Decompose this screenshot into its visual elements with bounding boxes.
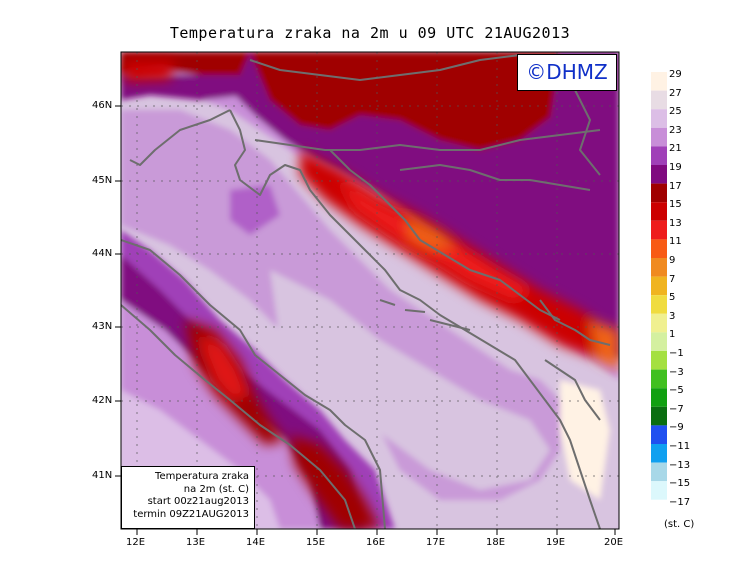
lon-label-16e: 16E bbox=[366, 537, 386, 548]
legend-swatch bbox=[651, 444, 667, 463]
legend-label: 21 bbox=[669, 143, 682, 155]
legend-label: 27 bbox=[669, 87, 682, 99]
legend-swatch bbox=[651, 72, 667, 91]
legend-swatch bbox=[651, 127, 667, 147]
legend-label: 17 bbox=[669, 180, 682, 192]
lat-label-43n: 43N bbox=[92, 321, 113, 332]
legend-label: −5 bbox=[669, 385, 684, 397]
legend-label: 15 bbox=[669, 199, 682, 211]
lon-label-18e: 18E bbox=[486, 537, 506, 548]
legend-label: 19 bbox=[669, 162, 682, 173]
legend-swatch bbox=[651, 351, 667, 370]
coastlines-borders bbox=[121, 54, 611, 529]
map-title: Temperatura zraka na 2m u 09 UTC 21AUG20… bbox=[169, 24, 571, 42]
legend-swatch bbox=[651, 313, 667, 333]
legend-label: −9 bbox=[669, 422, 684, 434]
legend-swatch bbox=[651, 425, 667, 444]
lat-label-45n: 45N bbox=[92, 175, 113, 186]
legend-colorbar bbox=[651, 72, 667, 519]
info-line-1: Temperatura zraka bbox=[155, 471, 249, 482]
lon-label-20e: 20E bbox=[604, 537, 624, 548]
legend-label: 5 bbox=[669, 292, 676, 304]
legend-swatch bbox=[651, 276, 667, 296]
legend-swatch bbox=[651, 406, 667, 426]
lon-label-15e: 15E bbox=[306, 537, 326, 548]
legend-swatch bbox=[651, 109, 667, 128]
legend-label: 3 bbox=[669, 310, 676, 322]
lat-label-42n: 42N bbox=[92, 395, 113, 406]
legend-label: −11 bbox=[669, 441, 691, 452]
legend-label: 7 bbox=[669, 273, 676, 285]
legend-label: −17 bbox=[669, 496, 691, 508]
legend-swatch bbox=[651, 90, 667, 110]
lat-label-46n: 46N bbox=[92, 100, 113, 111]
legend-swatch bbox=[651, 183, 667, 203]
legend-label: −15 bbox=[669, 478, 691, 490]
legend-swatch bbox=[651, 332, 667, 351]
lon-label-19e: 19E bbox=[546, 537, 566, 548]
legend-swatch bbox=[651, 388, 667, 407]
legend-label: 1 bbox=[669, 329, 676, 341]
legend-swatch bbox=[651, 481, 667, 500]
info-line-2: na 2m (st. C) bbox=[183, 483, 249, 495]
lon-label-12e: 12E bbox=[126, 537, 146, 548]
legend-swatch bbox=[651, 462, 667, 482]
legend-swatch bbox=[651, 499, 667, 519]
legend-swatch bbox=[651, 165, 667, 184]
legend-swatch bbox=[651, 295, 667, 314]
lat-label-41n: 41N bbox=[92, 470, 113, 481]
legend-swatch bbox=[651, 220, 667, 240]
lon-label-14e: 14E bbox=[246, 537, 266, 548]
legend-swatch bbox=[651, 258, 667, 277]
legend-label: 23 bbox=[669, 124, 682, 136]
legend-label: 29 bbox=[669, 69, 682, 80]
map-frame bbox=[120, 51, 620, 530]
legend-label: 13 bbox=[669, 217, 682, 229]
legend-label: −1 bbox=[669, 348, 684, 359]
info-box: Temperatura zraka na 2m (st. C) start 00… bbox=[121, 466, 255, 529]
info-line-4: termin 09Z21AUG2013 bbox=[133, 508, 249, 520]
legend-swatch bbox=[651, 369, 667, 389]
legend-label: −13 bbox=[669, 459, 691, 471]
legend-label: 25 bbox=[669, 106, 682, 118]
temperature-field bbox=[121, 52, 619, 529]
legend-label: 11 bbox=[669, 236, 682, 248]
legend-label: −7 bbox=[669, 403, 684, 415]
info-line-3: start 00z21aug2013 bbox=[147, 496, 249, 507]
legend-swatch bbox=[651, 146, 667, 165]
legend-label: 9 bbox=[669, 255, 676, 266]
axis-ticks bbox=[115, 105, 616, 535]
lon-label-13e: 13E bbox=[186, 537, 206, 548]
legend-unit: (st. C) bbox=[664, 519, 695, 530]
dhmz-watermark: ©DHMZ bbox=[517, 54, 617, 91]
legend-label: −3 bbox=[669, 366, 684, 378]
legend-swatch bbox=[651, 202, 667, 221]
lon-label-17e: 17E bbox=[426, 537, 446, 548]
legend-swatch bbox=[651, 239, 667, 258]
lat-label-44n: 44N bbox=[92, 248, 113, 259]
